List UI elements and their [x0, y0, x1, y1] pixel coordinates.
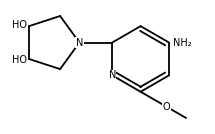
- Text: O: O: [162, 102, 170, 111]
- Text: N: N: [109, 70, 116, 80]
- Text: HO: HO: [12, 20, 27, 30]
- Text: HO: HO: [12, 55, 27, 65]
- Text: NH₂: NH₂: [174, 38, 192, 48]
- Text: N: N: [76, 38, 83, 48]
